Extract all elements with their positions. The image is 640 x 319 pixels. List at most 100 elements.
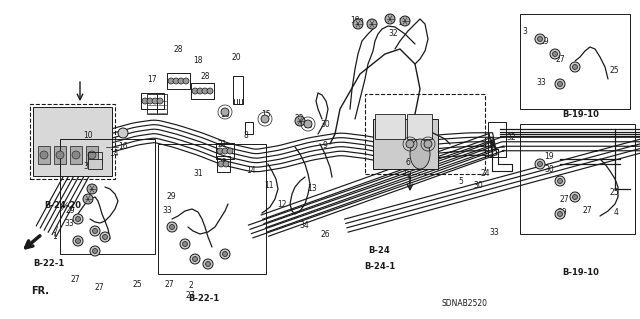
Text: 1: 1 <box>52 232 57 241</box>
Circle shape <box>178 78 184 84</box>
Bar <box>141 93 164 109</box>
Text: 4: 4 <box>613 208 618 217</box>
Text: 29: 29 <box>539 37 549 46</box>
Text: 16: 16 <box>118 142 128 151</box>
Circle shape <box>227 148 233 154</box>
Circle shape <box>152 98 158 104</box>
Text: 25: 25 <box>609 189 620 197</box>
Bar <box>365 94 485 174</box>
Text: 24: 24 <box>398 18 408 27</box>
Circle shape <box>180 239 190 249</box>
Circle shape <box>353 19 363 29</box>
Text: 30: 30 <box>474 181 484 189</box>
Circle shape <box>550 49 560 59</box>
Circle shape <box>557 81 563 86</box>
Bar <box>86 146 98 164</box>
Text: 27: 27 <box>555 55 565 63</box>
Circle shape <box>218 161 224 167</box>
Text: 29: 29 <box>65 206 76 215</box>
Text: 9: 9 <box>323 141 328 150</box>
Circle shape <box>406 140 414 148</box>
Circle shape <box>193 256 198 262</box>
Bar <box>216 143 234 159</box>
Text: 27: 27 <box>186 291 196 300</box>
Circle shape <box>261 115 269 123</box>
Text: 27: 27 <box>164 280 175 289</box>
Text: 20: 20 <box>232 53 242 62</box>
Text: B-19-10: B-19-10 <box>563 268 600 277</box>
Text: 10: 10 <box>83 131 93 140</box>
Circle shape <box>207 88 213 94</box>
Text: 27: 27 <box>559 195 570 204</box>
Text: 18: 18 <box>194 56 203 65</box>
Circle shape <box>205 262 211 266</box>
Bar <box>60 139 155 254</box>
Text: 15: 15 <box>303 121 314 130</box>
Text: B-24-20: B-24-20 <box>44 201 81 210</box>
Ellipse shape <box>410 139 430 169</box>
Circle shape <box>73 214 83 224</box>
Bar <box>158 144 266 274</box>
Circle shape <box>203 259 213 269</box>
Circle shape <box>73 236 83 246</box>
Text: 12: 12 <box>277 200 286 209</box>
Text: 25: 25 <box>609 66 620 75</box>
Circle shape <box>182 241 188 247</box>
Circle shape <box>100 232 110 242</box>
Text: FR.: FR. <box>31 286 49 296</box>
Bar <box>70 146 82 164</box>
Bar <box>54 146 66 164</box>
Bar <box>488 122 506 157</box>
Circle shape <box>295 116 305 126</box>
Bar <box>147 94 157 114</box>
Bar <box>33 107 112 176</box>
Text: 34: 34 <box>299 221 309 230</box>
Text: 33: 33 <box>64 219 74 228</box>
Text: 32: 32 <box>506 133 516 142</box>
Circle shape <box>87 184 97 194</box>
Text: 13: 13 <box>307 184 317 193</box>
Text: 27: 27 <box>94 283 104 292</box>
Text: 19: 19 <box>350 16 360 25</box>
Circle shape <box>192 88 198 94</box>
Text: 3: 3 <box>522 27 527 36</box>
Text: 25: 25 <box>132 280 143 289</box>
Circle shape <box>183 78 189 84</box>
Text: 31: 31 <box>83 162 93 171</box>
Text: B-22-1: B-22-1 <box>188 294 219 303</box>
Circle shape <box>76 239 81 243</box>
Bar <box>88 159 102 169</box>
Circle shape <box>223 251 227 256</box>
Bar <box>245 122 253 134</box>
Circle shape <box>72 151 80 159</box>
Text: B-24-1: B-24-1 <box>364 262 395 271</box>
Text: 30: 30 <box>320 120 330 129</box>
Circle shape <box>538 161 543 167</box>
Text: 15: 15 <box>402 169 412 178</box>
Text: 29: 29 <box>557 208 567 217</box>
Circle shape <box>76 217 81 221</box>
Circle shape <box>424 140 432 148</box>
Circle shape <box>552 51 557 56</box>
Text: 6: 6 <box>406 158 411 167</box>
Text: 21: 21 <box>218 140 227 149</box>
Circle shape <box>90 226 100 236</box>
Circle shape <box>167 222 177 232</box>
Circle shape <box>400 16 410 26</box>
Circle shape <box>555 79 565 89</box>
Circle shape <box>535 159 545 169</box>
Circle shape <box>202 88 208 94</box>
Circle shape <box>367 19 377 29</box>
Text: 33: 33 <box>489 228 499 237</box>
Circle shape <box>102 234 108 240</box>
Text: 14: 14 <box>109 149 119 158</box>
Circle shape <box>173 78 179 84</box>
Text: 27: 27 <box>582 206 593 215</box>
Circle shape <box>170 225 175 229</box>
Circle shape <box>40 151 48 159</box>
Circle shape <box>385 14 395 24</box>
Circle shape <box>220 249 230 259</box>
Text: 26: 26 <box>320 230 330 239</box>
Circle shape <box>557 179 563 183</box>
Text: 33: 33 <box>163 206 173 215</box>
